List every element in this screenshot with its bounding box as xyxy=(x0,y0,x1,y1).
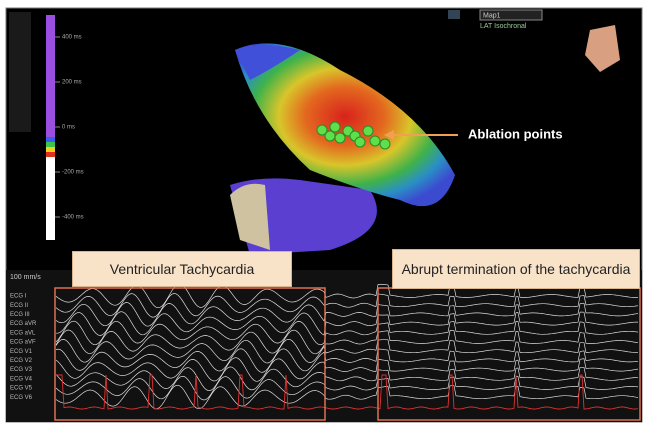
ecg-speed: 100 mm/s xyxy=(10,274,41,281)
lead-label: ECG I xyxy=(10,294,27,300)
ablation-point xyxy=(363,126,373,136)
map-mode: LAT Isochronal xyxy=(480,23,527,30)
lead-label: ECG V5 xyxy=(10,386,33,392)
color-bar-red xyxy=(46,152,55,157)
ablation-point xyxy=(330,122,340,132)
ablation-point xyxy=(370,136,380,146)
lead-label: ECG aVF xyxy=(10,340,36,346)
lead-label: ECG V2 xyxy=(10,358,33,364)
lead-label: ECG V1 xyxy=(10,349,33,355)
map-icon[interactable] xyxy=(448,10,460,19)
termination-label: Abrupt termination of the tachycardia xyxy=(392,249,640,289)
toolbar[interactable] xyxy=(9,12,31,132)
color-bar-green xyxy=(46,142,55,147)
ablation-label: Ablation points xyxy=(468,126,563,141)
map-name: Map1 xyxy=(483,12,501,19)
ablation-point xyxy=(325,131,335,141)
scale-label: -200 ms xyxy=(62,170,84,176)
lead-label: ECG V4 xyxy=(10,376,33,382)
lead-label: ECG III xyxy=(10,312,30,318)
color-bar-blue xyxy=(46,137,55,142)
screenshot: Ablation points Map1 LAT Isochronal 100 … xyxy=(0,0,647,425)
ablation-point xyxy=(335,133,345,143)
lead-label: ECG II xyxy=(10,303,28,309)
scale-label: 0 ms xyxy=(62,125,75,131)
scale-label: 200 ms xyxy=(62,80,82,86)
lead-label: ECG V6 xyxy=(10,395,33,401)
scale-label: 400 ms xyxy=(62,35,82,41)
vt-label: Ventricular Tachycardia xyxy=(72,251,292,287)
ablation-point xyxy=(355,137,365,147)
lead-label: ECG V3 xyxy=(10,367,33,373)
color-bar-purple xyxy=(46,15,55,137)
lead-label: ECG aVR xyxy=(10,321,37,327)
lead-label: ECG aVL xyxy=(10,330,36,336)
ablation-point xyxy=(380,139,390,149)
color-bar-yellow xyxy=(46,147,55,152)
scale-label: -400 ms xyxy=(62,215,84,221)
viewer: Ablation points Map1 LAT Isochronal 100 … xyxy=(0,0,647,425)
